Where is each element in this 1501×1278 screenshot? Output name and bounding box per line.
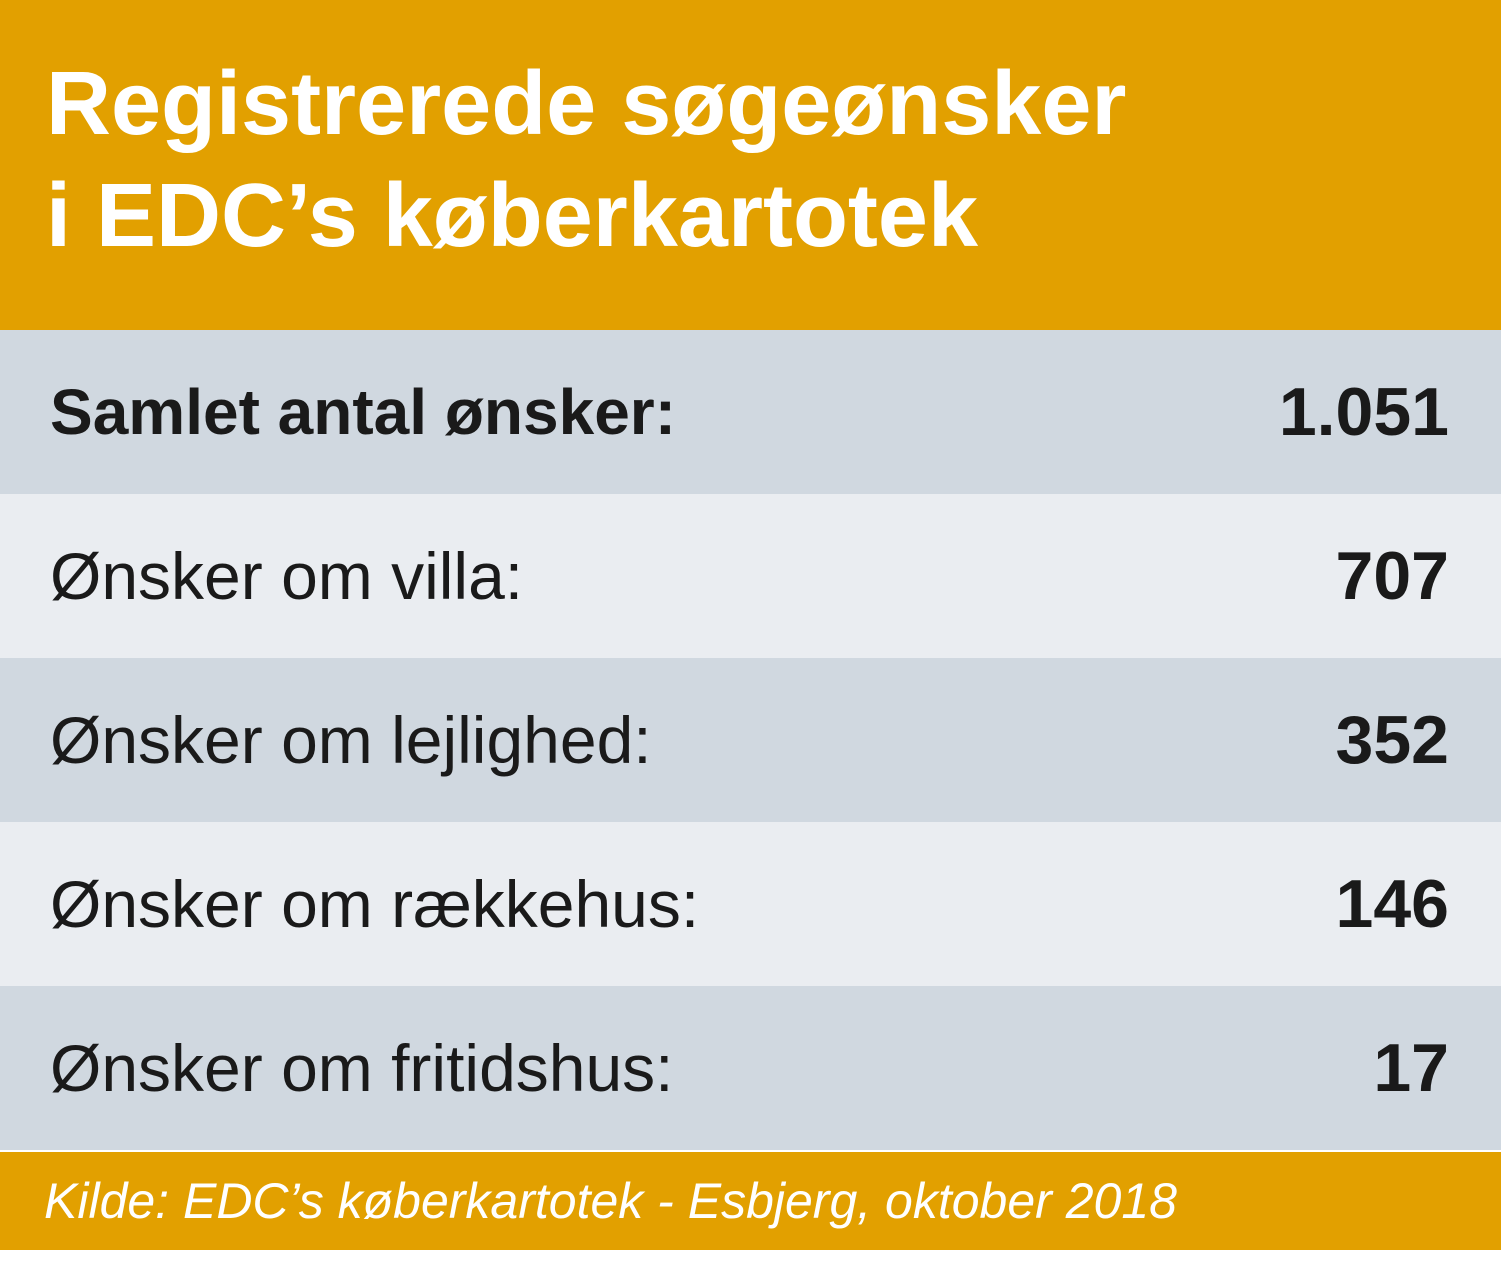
row-value: 352 xyxy=(1335,702,1449,778)
title-line-2: i EDC’s køberkartotek xyxy=(46,166,978,266)
card-footer: Kilde: EDC’s køberkartotek - Esbjerg, ok… xyxy=(0,1152,1501,1250)
card-header: Registrerede søgeønsker i EDC’s køberkar… xyxy=(0,0,1501,330)
table-row-total: Samlet antal ønsker: 1.051 xyxy=(0,330,1501,494)
row-value: 17 xyxy=(1373,1030,1449,1106)
card-title: Registrerede søgeønsker i EDC’s køberkar… xyxy=(46,48,1126,272)
stats-table: Samlet antal ønsker: 1.051 Ønsker om vil… xyxy=(0,330,1501,1150)
title-line-1: Registrerede søgeønsker xyxy=(46,54,1127,154)
table-row-lejlighed: Ønsker om lejlighed: 352 xyxy=(0,658,1501,822)
row-label: Ønsker om fritidshus: xyxy=(50,1031,674,1105)
row-label: Ønsker om villa: xyxy=(50,539,524,613)
table-row-villa: Ønsker om villa: 707 xyxy=(0,494,1501,658)
info-card: Registrerede søgeønsker i EDC’s køberkar… xyxy=(0,0,1501,1250)
row-value: 707 xyxy=(1335,538,1449,614)
row-label: Samlet antal ønsker: xyxy=(50,376,676,448)
row-label: Ønsker om lejlighed: xyxy=(50,703,652,777)
row-value: 146 xyxy=(1335,866,1449,942)
table-row-raekkehus: Ønsker om rækkehus: 146 xyxy=(0,822,1501,986)
row-label: Ønsker om rækkehus: xyxy=(50,867,700,941)
table-row-fritidshus: Ønsker om fritidshus: 17 xyxy=(0,986,1501,1150)
row-value: 1.051 xyxy=(1278,374,1449,450)
source-note: Kilde: EDC’s køberkartotek - Esbjerg, ok… xyxy=(44,1173,1177,1229)
